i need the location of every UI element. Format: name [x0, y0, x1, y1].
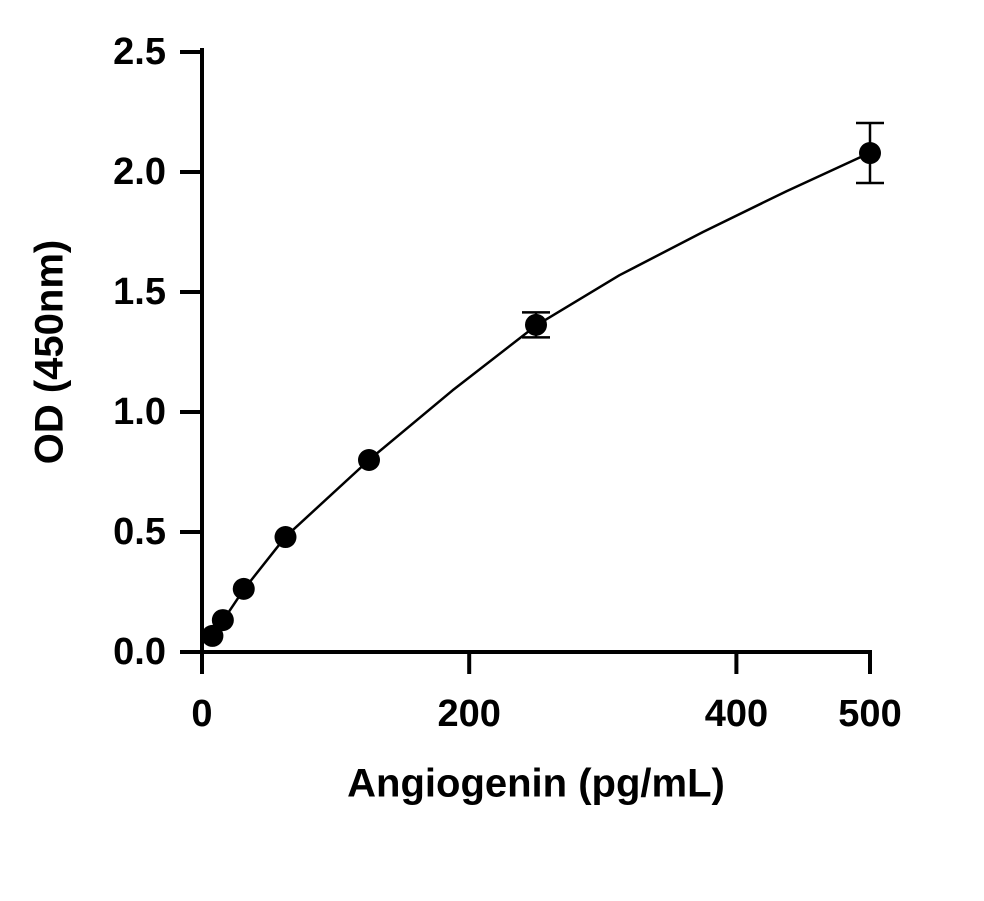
data-point — [201, 624, 224, 647]
y-tick-label: 0.5 — [113, 511, 166, 553]
y-tick-label: 1.0 — [113, 391, 166, 433]
data-point — [525, 313, 547, 336]
data-point — [859, 142, 881, 165]
y-tick-label: 1.5 — [113, 271, 166, 313]
data-point — [358, 449, 380, 471]
y-tick-label: 0.0 — [113, 631, 166, 673]
x-tick-label: 200 — [437, 693, 500, 735]
y-tick-label: 2.0 — [113, 151, 166, 193]
fit-curve — [211, 151, 871, 638]
x-tick-label: 0 — [191, 693, 212, 735]
y-tick-label: 2.5 — [113, 31, 166, 73]
x-axis-label: Angiogenin (pg/mL) — [347, 762, 725, 806]
x-tick-label: 400 — [705, 693, 768, 735]
data-point — [232, 577, 255, 600]
data-point — [211, 609, 234, 632]
x-tick-label: 500 — [838, 693, 901, 735]
y-axis-label: OD (450nm) — [28, 240, 72, 465]
data-point — [274, 526, 297, 549]
